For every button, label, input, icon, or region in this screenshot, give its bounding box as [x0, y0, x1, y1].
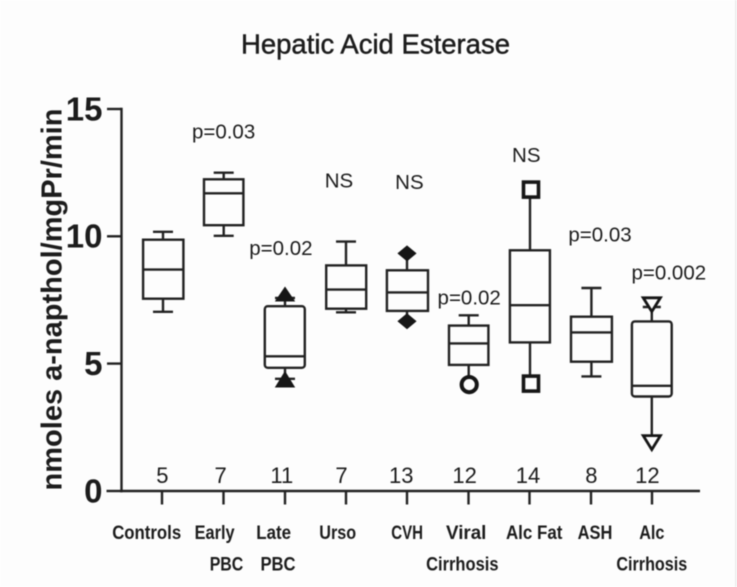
- svg-text:nmoles a-napthol/mgPr/min: nmoles a-napthol/mgPr/min: [37, 109, 69, 491]
- svg-text:12: 12: [635, 463, 659, 488]
- svg-text:Alc: Alc: [639, 522, 664, 544]
- svg-text:Cirrhosis: Cirrhosis: [426, 553, 499, 575]
- svg-text:Urso: Urso: [319, 522, 356, 544]
- svg-text:10: 10: [66, 218, 103, 255]
- svg-text:7: 7: [335, 463, 347, 488]
- svg-text:PBC: PBC: [210, 553, 244, 575]
- svg-text:11: 11: [270, 463, 293, 488]
- svg-text:Late: Late: [256, 522, 291, 544]
- svg-text:0: 0: [84, 472, 102, 509]
- svg-text:Controls: Controls: [112, 522, 181, 544]
- svg-text:15: 15: [66, 90, 103, 127]
- svg-text:p=0.02: p=0.02: [438, 287, 501, 310]
- svg-text:p=0.03: p=0.03: [568, 224, 631, 247]
- svg-text:5: 5: [84, 345, 102, 382]
- svg-text:p=0.03: p=0.03: [192, 120, 255, 143]
- svg-text:CVH: CVH: [391, 522, 423, 544]
- svg-text:Alc Fat: Alc Fat: [506, 522, 563, 544]
- svg-text:12: 12: [452, 463, 476, 488]
- svg-text:Early: Early: [195, 522, 235, 544]
- svg-text:NS: NS: [512, 144, 540, 167]
- svg-text:NS: NS: [395, 171, 423, 194]
- svg-text:7: 7: [214, 463, 226, 488]
- svg-text:p=0.002: p=0.002: [631, 262, 706, 285]
- svg-text:Cirrhosis: Cirrhosis: [616, 553, 687, 575]
- svg-text:14: 14: [516, 463, 540, 488]
- svg-text:5: 5: [156, 463, 168, 488]
- svg-text:ASH: ASH: [578, 522, 613, 544]
- svg-text:Viral: Viral: [446, 522, 486, 544]
- svg-text:p=0.02: p=0.02: [249, 237, 312, 260]
- svg-text:PBC: PBC: [260, 553, 295, 575]
- svg-text:NS: NS: [325, 170, 353, 193]
- svg-text:Hepatic Acid Esterase: Hepatic Acid Esterase: [241, 29, 510, 60]
- svg-text:13: 13: [389, 463, 413, 488]
- svg-text:8: 8: [585, 463, 597, 488]
